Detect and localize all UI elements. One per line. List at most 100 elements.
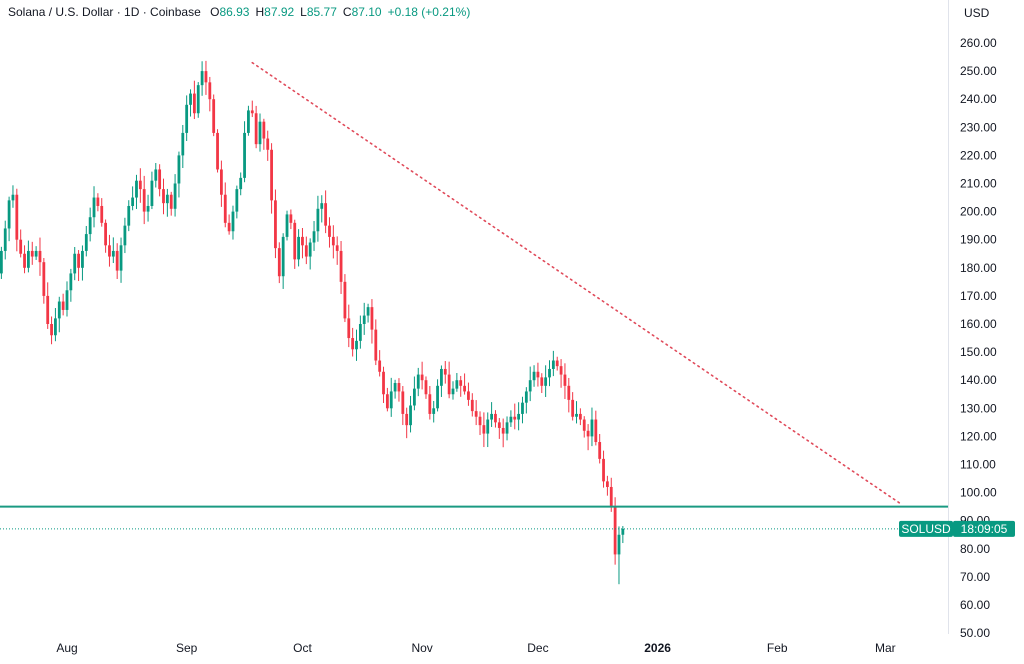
candle-down [108,245,111,257]
low-label: L [300,5,307,19]
candle-up [358,324,362,341]
y-tick-label: 130.00 [960,401,997,415]
candle-down [250,110,254,114]
candle-down [50,324,53,336]
candle-up [111,250,115,257]
candle-up [455,380,459,389]
candle-down [100,205,104,223]
candle-up [621,528,625,535]
candle-down [343,281,347,319]
y-tick-label: 100.00 [960,486,997,500]
candle-down [61,301,65,310]
candle-up [73,253,77,274]
candle-down [428,394,432,414]
candle-down [555,360,559,367]
candle-down [293,222,297,260]
candle-down [613,506,617,555]
candle-down [401,391,405,414]
candle-down [192,93,196,114]
candle-down [602,458,605,482]
candle-up [505,422,509,434]
candle-up [486,419,490,434]
y-tick-label: 190.00 [960,233,997,247]
candle-down [571,399,575,417]
candle-up [57,301,61,319]
candle-down [227,222,231,232]
candle-up [177,155,181,184]
candle-down [351,338,355,350]
high-value: 87.92 [264,5,295,19]
candle-up [92,197,96,218]
candle-down [370,307,374,330]
currency-label[interactable]: USD [964,6,990,20]
close-label: C [342,5,352,19]
candle-down [331,236,335,246]
candle-down [38,250,42,263]
candle-up [389,391,393,409]
candle-down [594,419,598,443]
high-label: H [255,5,265,19]
candle-down [606,481,609,487]
x-tick-label: Dec [527,641,548,655]
candle-up [551,360,555,369]
candle-down [470,399,474,412]
candle-up [146,205,150,212]
candle-up [154,169,158,181]
candle-down [559,366,563,375]
candle-down [347,318,351,339]
candle-down [262,121,266,139]
candle-up [509,416,513,423]
downtrend-line[interactable] [251,61,902,505]
candles-layer [0,60,625,585]
candle-down [142,189,146,212]
candle-down [459,380,463,386]
candle-up [436,385,439,409]
time-axis: Aug Sep Oct Nov Dec 2026 Feb Mar [56,641,895,655]
x-tick-label: Feb [767,641,788,655]
y-tick-label: 240.00 [960,92,997,106]
candle-down [270,149,273,201]
candle-down [158,169,162,190]
candle-down [578,413,582,420]
y-tick-label: 70.00 [960,570,990,584]
candle-up [517,413,521,420]
candle-down [254,113,258,145]
candle-up [119,245,123,271]
candle-up [320,203,324,209]
candle-up [123,225,127,246]
candle-down [19,239,23,254]
x-tick-label: 2026 [644,641,671,655]
price-axis: 260.00 250.00 240.00 230.00 220.00 210.00 200.… [960,36,997,640]
candle-up [0,250,3,274]
candle-down [274,200,277,249]
candle-up [617,534,621,555]
candle-up [69,273,73,291]
candle-up [165,194,169,204]
low-value: 85.77 [306,5,337,19]
candle-down [474,411,478,417]
candle-down [220,169,223,195]
candle-down [443,368,447,375]
candle-down [169,194,173,209]
candle-up [196,85,200,114]
y-tick-label: 260.00 [960,36,997,50]
y-tick-label: 210.00 [960,177,997,191]
candle-down [385,394,389,409]
candle-down [447,374,451,395]
candle-up [281,236,285,277]
candle-up [135,180,138,198]
y-tick-label: 110.00 [960,458,996,472]
change-value: +0.18 (+0.21%) [387,5,471,19]
candle-up [181,132,185,156]
candle-down [223,194,227,223]
candle-up [131,197,135,206]
candle-down [204,71,208,83]
candle-up [409,405,412,426]
badge-symbol: SOLUSD [901,522,951,536]
candle-down [397,383,401,392]
open-value: 86.93 [219,5,250,19]
candle-down [162,189,165,204]
y-tick-label: 140.00 [960,373,997,387]
y-tick-label: 230.00 [960,120,997,134]
